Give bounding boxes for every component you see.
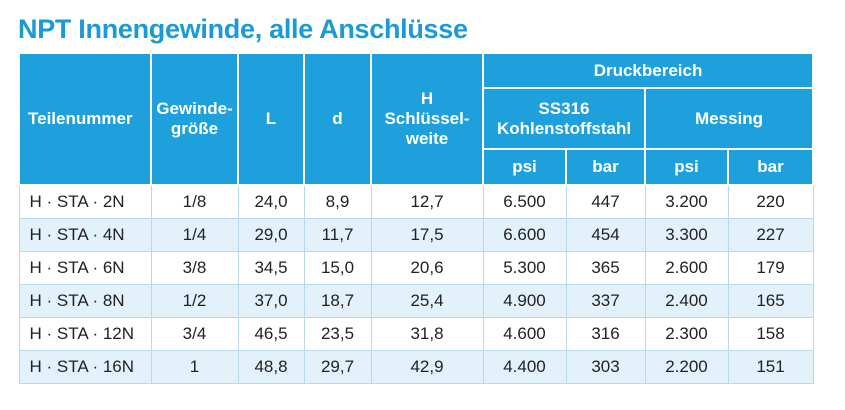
- column-header: Gewinde-größe: [150, 52, 239, 186]
- table-cell: 15,0: [303, 251, 372, 285]
- table-cell: 2.300: [644, 317, 729, 351]
- header-line: Schlüssel-: [384, 109, 470, 128]
- table-cell: 25,4: [370, 284, 484, 318]
- header-line: H: [420, 89, 434, 108]
- table-cell: 2.400: [644, 284, 729, 318]
- table-cell: 3/4: [150, 317, 239, 351]
- table-cell: 23,5: [303, 317, 372, 351]
- table-cell: 2.200: [644, 350, 729, 384]
- subgroup-header: Messing: [643, 87, 815, 150]
- table-cell: 165: [727, 284, 814, 318]
- table-row: H · STA · 6N 3/8 34,5 15,0 20,6 5.300 365 2.600…: [18, 251, 814, 285]
- table-cell: H · STA · 16N: [18, 350, 152, 384]
- table-cell: 454: [565, 218, 646, 252]
- header-line: d: [332, 109, 343, 128]
- header-line: Messing: [695, 108, 764, 128]
- subgroup-header: SS316 Kohlenstoffstahl: [482, 87, 646, 150]
- table-cell: H · STA · 8N: [18, 284, 152, 318]
- header-line: Kohlenstoffstahl: [496, 118, 632, 138]
- table-cell: H · STA · 6N: [18, 251, 152, 285]
- table-cell: 42,9: [370, 350, 484, 384]
- table-cell: 447: [565, 185, 646, 219]
- table-cell: 31,8: [370, 317, 484, 351]
- table-cell: 34,5: [237, 251, 305, 285]
- table-cell: 17,5: [370, 218, 484, 252]
- table-cell: 48,8: [237, 350, 305, 384]
- table-cell: 24,0: [237, 185, 305, 219]
- header-row: psi bar psi bar: [19, 148, 815, 186]
- table-cell: 316: [565, 317, 646, 351]
- table-cell: 1: [150, 350, 239, 384]
- column-header: d: [303, 52, 372, 186]
- table-cell: 303: [565, 350, 646, 384]
- header-line: Teilenummer: [28, 109, 133, 128]
- table-cell: 365: [565, 251, 646, 285]
- group-header: Druckbereich: [481, 52, 815, 89]
- table-cell: 220: [727, 185, 814, 219]
- unit-header: bar: [726, 148, 815, 186]
- table-row: H · STA · 4N 1/4 29,0 11,7 17,5 6.600 454 3.300…: [18, 218, 814, 252]
- table-cell: 3.200: [644, 185, 729, 219]
- table-cell: 11,7: [303, 218, 372, 252]
- table-cell: 20,6: [370, 251, 484, 285]
- unit-header: psi: [482, 148, 567, 186]
- column-header: Teilenummer: [18, 52, 152, 186]
- column-header: H Schlüssel-weite: [370, 52, 484, 186]
- header-line: weite: [405, 129, 449, 148]
- table-cell: 6.500: [482, 185, 567, 219]
- table-cell: 337: [565, 284, 646, 318]
- table-cell: 179: [727, 251, 814, 285]
- table-cell: 37,0: [237, 284, 305, 318]
- header-row: SS316 Kohlenstoffstahl Messing: [19, 87, 815, 150]
- table-cell: 3/8: [150, 251, 239, 285]
- table-cell: 4.400: [482, 350, 567, 384]
- table-cell: 5.300: [482, 251, 567, 285]
- header-line: SS316: [538, 98, 590, 118]
- table-row: H · STA · 2N 1/8 24,0 8,9 12,7 6.500 447 3.200 2…: [18, 185, 814, 219]
- table-cell: 4.900: [482, 284, 567, 318]
- title: NPT Innengewinde, alle Anschlüsse: [18, 14, 468, 44]
- table-cell: 4.600: [482, 317, 567, 351]
- table-row: H · STA · 8N 1/2 37,0 18,7 25,4 4.900 337 2.400…: [18, 284, 814, 318]
- table-cell: 46,5: [237, 317, 305, 351]
- table-cell: 151: [727, 350, 814, 384]
- table-body: H · STA · 2N 1/8 24,0 8,9 12,7 6.500 447 3.200 2…: [18, 185, 814, 384]
- unit-header: bar: [565, 148, 646, 186]
- table-cell: 8,9: [303, 185, 372, 219]
- table-cell: H · STA · 2N: [18, 185, 152, 219]
- table-row: H · STA · 12N 3/4 46,5 23,5 31,8 4.600 316 2.30…: [18, 317, 814, 351]
- table-cell: 18,7: [303, 284, 372, 318]
- table-cell: 158: [727, 317, 814, 351]
- table-cell: 29,7: [303, 350, 372, 384]
- unit-header: psi: [644, 148, 729, 186]
- header-line: größe: [170, 119, 219, 138]
- table-cell: 227: [727, 218, 814, 252]
- table-row: H · STA · 16N 1 48,8 29,7 42,9 4.400 303 2.200 1…: [18, 350, 814, 384]
- table-cell: 12,7: [370, 185, 484, 219]
- table-cell: 1/4: [150, 218, 239, 252]
- table-cell: 6.600: [482, 218, 567, 252]
- table-cell: 3.300: [644, 218, 729, 252]
- column-header: L: [237, 52, 305, 186]
- table-cell: 1/2: [150, 284, 239, 318]
- header-line: Gewinde-: [156, 99, 233, 118]
- table-cell: 1/8: [150, 185, 239, 219]
- table-cell: H · STA · 4N: [18, 218, 152, 252]
- table-cell: 29,0: [237, 218, 305, 252]
- table-cell: 2.600: [644, 251, 729, 285]
- table-cell: H · STA · 12N: [18, 317, 152, 351]
- header-line: L: [265, 109, 277, 128]
